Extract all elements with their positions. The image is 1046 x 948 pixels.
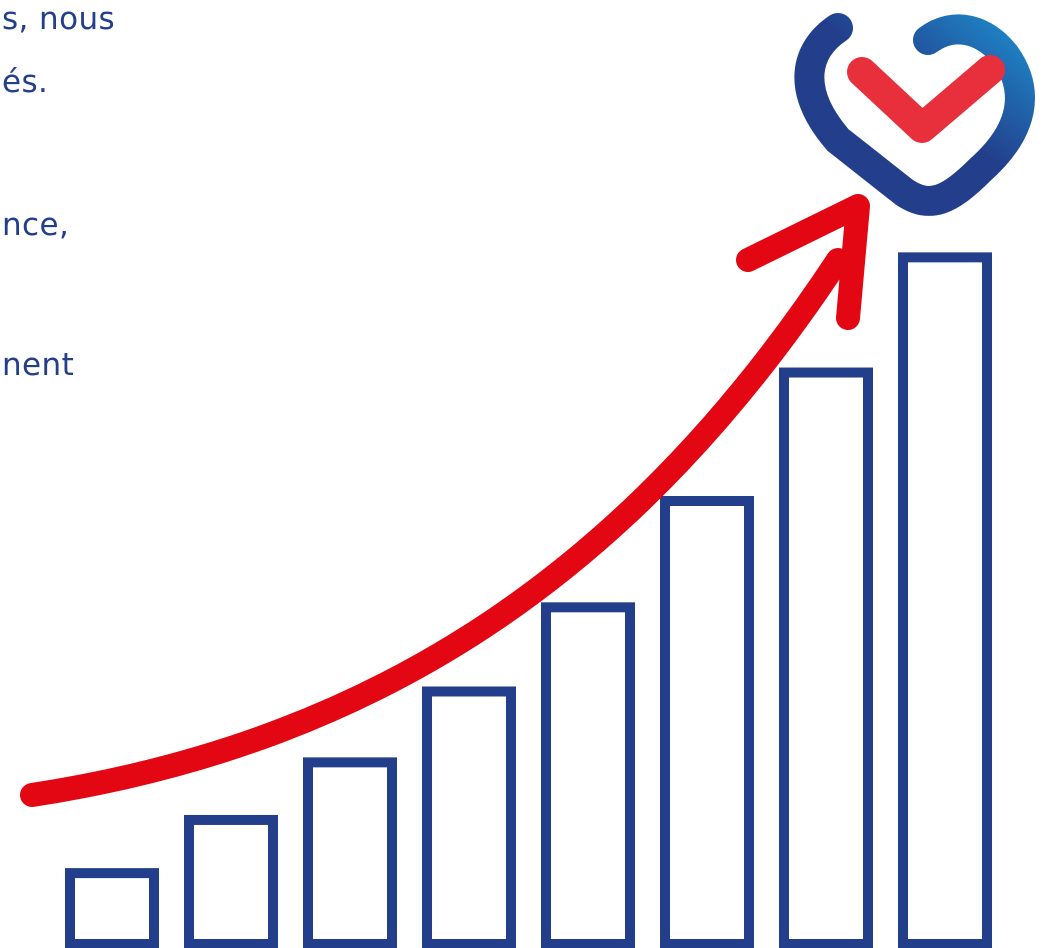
text-line-3: nce,	[2, 207, 70, 243]
text-line-2: és.	[2, 64, 49, 100]
bar-8	[898, 252, 992, 948]
bar-5	[541, 602, 635, 948]
bar-2	[184, 814, 278, 948]
heart-check-logo	[794, 13, 1035, 216]
bar-1	[65, 868, 159, 948]
text-line-4: nent	[2, 347, 75, 383]
bar-6	[660, 496, 754, 948]
bar-7	[779, 367, 873, 948]
bar-group	[65, 252, 992, 948]
bar-4	[422, 686, 516, 948]
bar-3	[303, 757, 397, 948]
growth-arrow-curve	[20, 248, 850, 807]
text-line-1: s, nous	[2, 1, 116, 37]
logo-check	[847, 55, 1005, 143]
logo-outer-ring	[794, 13, 1035, 216]
growth-arrow-head	[736, 194, 870, 330]
